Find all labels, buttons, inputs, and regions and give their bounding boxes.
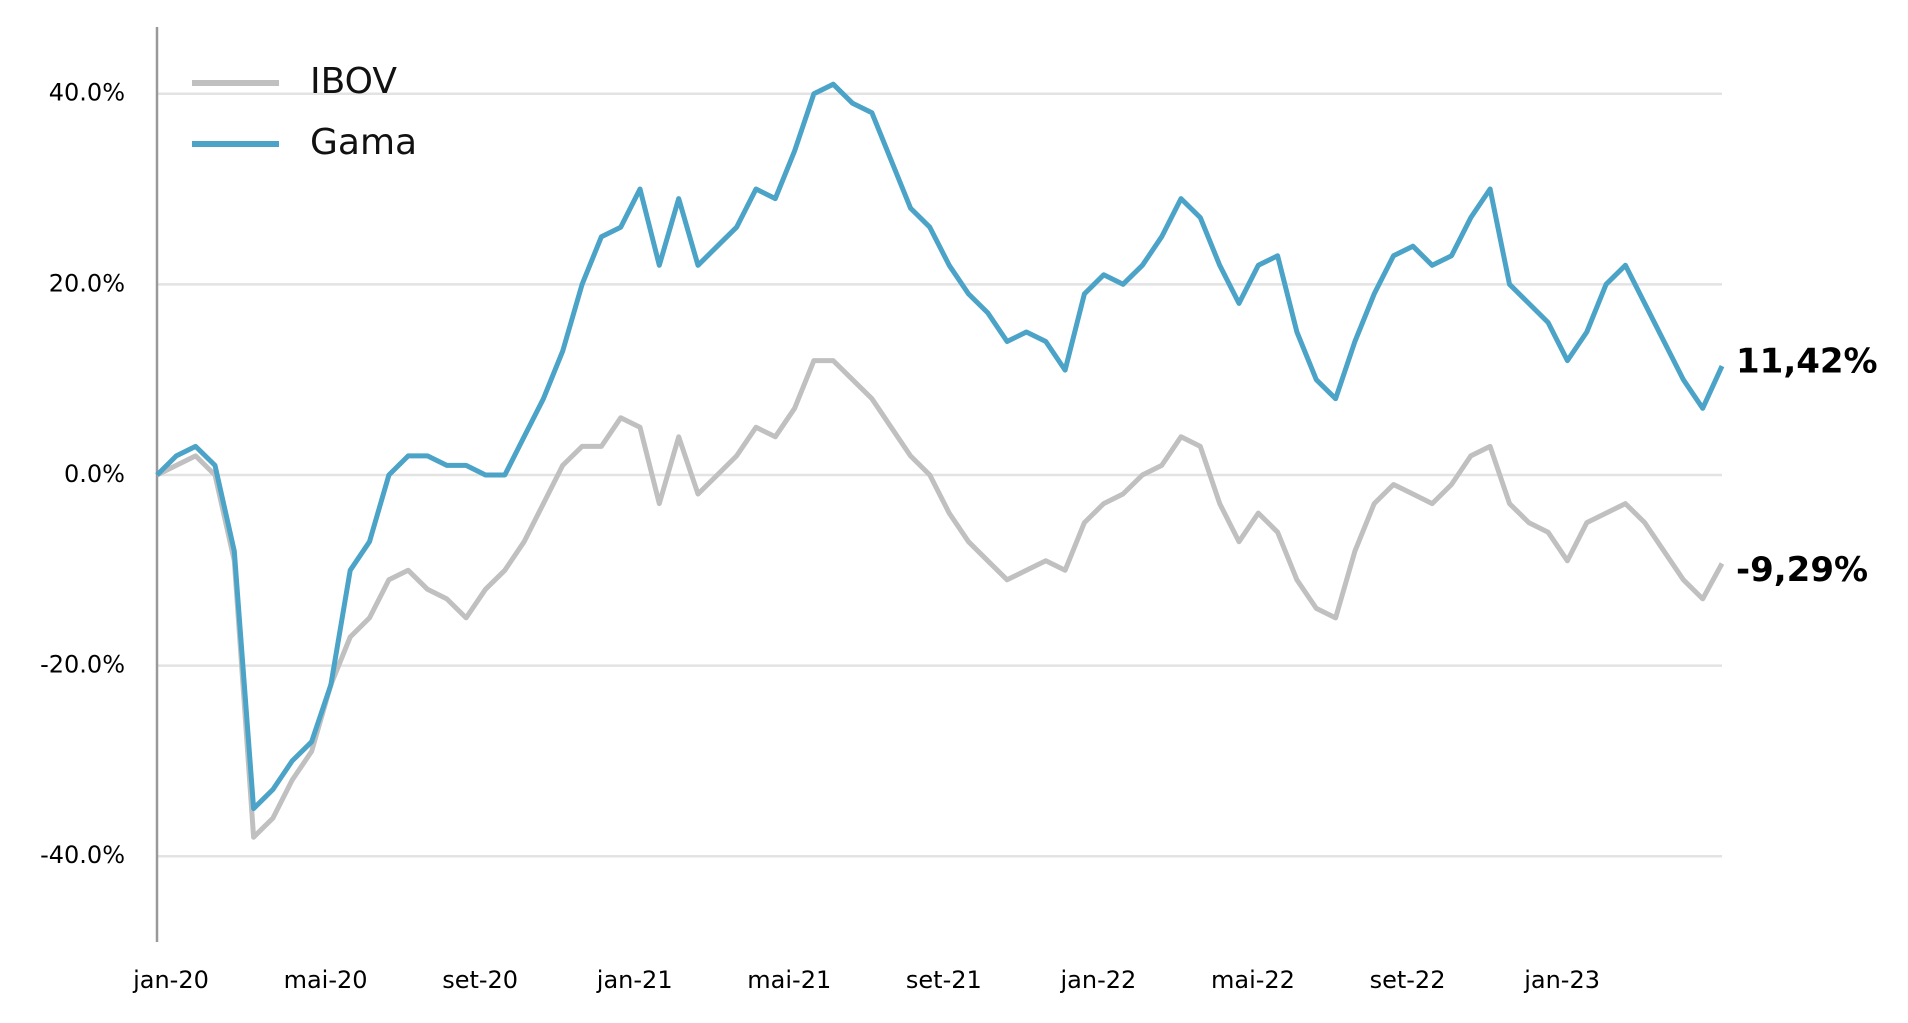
x-tick-label: set-20 (442, 966, 518, 994)
legend-label: Gama (310, 122, 417, 163)
x-tick-label: jan-20 (132, 966, 209, 994)
series-line (155, 358, 1725, 840)
legend-label: IBOV (310, 61, 397, 102)
x-tick-label: mai-22 (1211, 966, 1295, 994)
y-tick-label: 40.0% (49, 79, 125, 107)
x-tick-label: mai-20 (284, 966, 368, 994)
y-tick-label: -40.0% (40, 841, 125, 869)
x-tick-label: jan-23 (1523, 966, 1600, 994)
end-value-label: 11,42% (1736, 342, 1878, 382)
x-tick-label: jan-22 (1060, 966, 1137, 994)
y-tick-label: 20.0% (49, 269, 125, 297)
end-value-label: -9,29% (1736, 550, 1868, 590)
x-tick-label: set-22 (1370, 966, 1446, 994)
y-tick-label: -20.0% (40, 651, 125, 679)
series-line (155, 81, 1725, 812)
x-tick-label: jan-21 (596, 966, 673, 994)
y-tick-label: 0.0% (64, 460, 125, 488)
x-tick-label: mai-21 (747, 966, 831, 994)
x-tick-label: set-21 (906, 966, 982, 994)
